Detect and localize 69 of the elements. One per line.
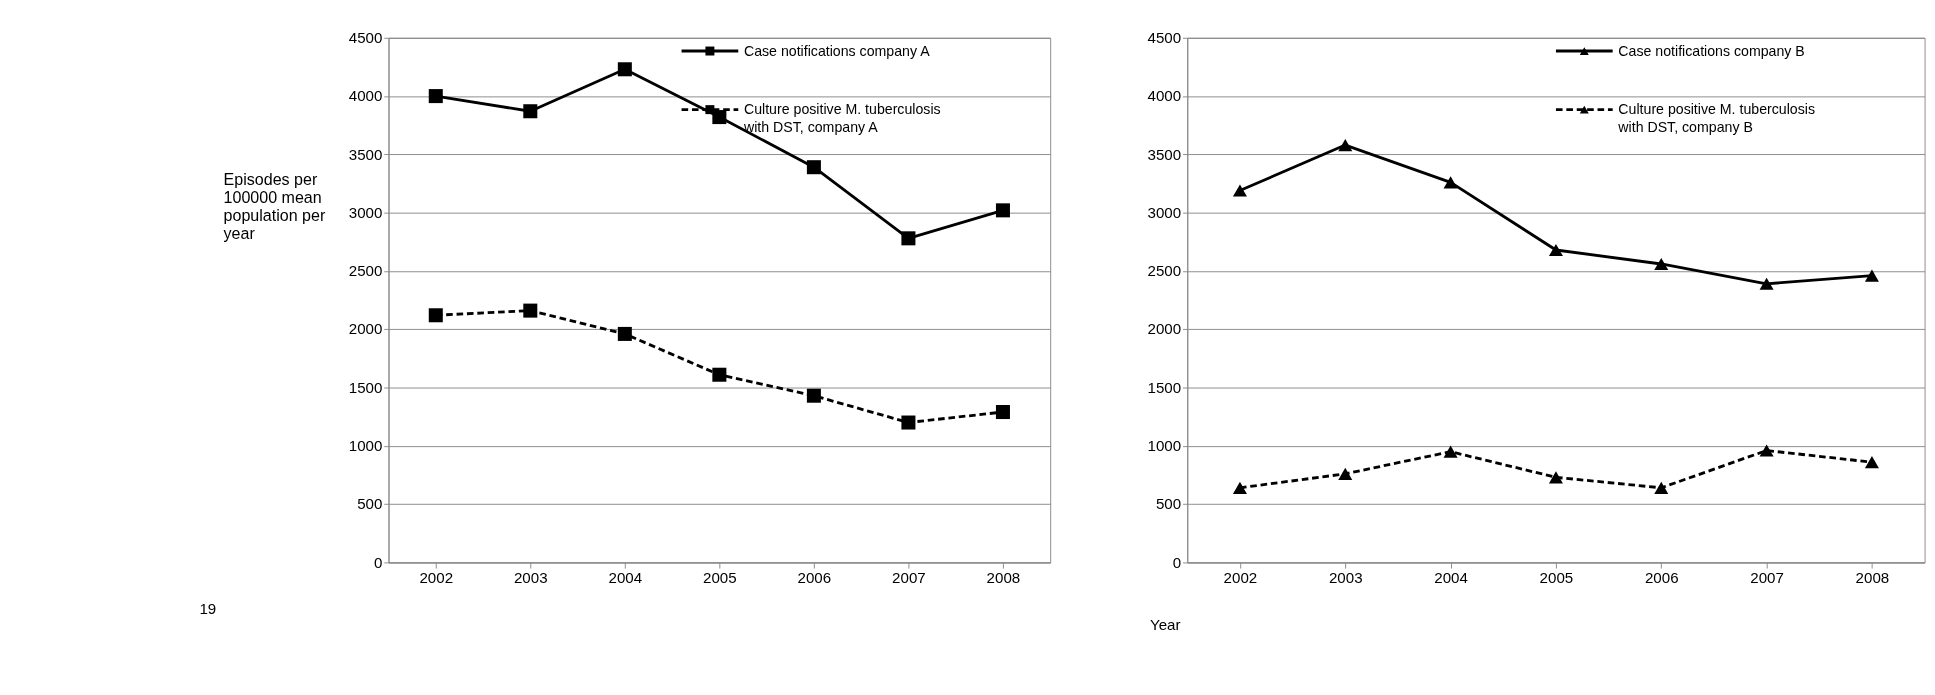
- point: [1338, 138, 1353, 152]
- point: [806, 160, 821, 175]
- y-tick-label: 1500: [348, 378, 383, 396]
- point: [1654, 481, 1669, 494]
- point: [1338, 467, 1353, 480]
- x-tick-label: 2003: [1328, 568, 1363, 586]
- y-tick-label: 3000: [348, 203, 383, 221]
- point: [1548, 243, 1563, 257]
- legend-label: Culture positive M. tuberculosis with DST, company A: [742, 101, 941, 136]
- y-tick-label: 1000: [1147, 437, 1182, 455]
- y-tick-label: 4500: [1147, 29, 1182, 46]
- legend-label: Case notifications company B: [1618, 42, 1805, 59]
- x-axis-title: Year: [1149, 616, 1181, 634]
- y-tick-label: 3500: [348, 145, 383, 163]
- point: [1232, 184, 1247, 197]
- x-tick-label: 2005: [703, 568, 737, 586]
- y-tick-label: 500: [1155, 495, 1182, 513]
- x-tick-label: 2006: [797, 568, 832, 586]
- x-tick-label: 2004: [608, 568, 643, 586]
- point: [806, 388, 821, 403]
- point: [1759, 277, 1774, 290]
- x-tick-label: 2002: [419, 568, 454, 586]
- text: 19: [199, 600, 217, 618]
- point: [1443, 445, 1458, 458]
- point: [428, 308, 443, 323]
- point: [1759, 444, 1774, 457]
- y-tick-label: 3500: [1147, 145, 1182, 163]
- y-tick-label: 2000: [1147, 320, 1182, 338]
- point: [995, 203, 1010, 218]
- x-tick-label: 2006: [1644, 568, 1679, 586]
- y-axis-title: Episodes per 100000 mean population per year: [223, 169, 326, 242]
- x-tick-label: 2008: [1855, 568, 1890, 586]
- point: [1548, 471, 1563, 484]
- x-tick-label: 2008: [986, 568, 1021, 586]
- point: [1864, 269, 1879, 282]
- point: [523, 303, 538, 318]
- y-tick-label: 0: [1172, 553, 1182, 571]
- x-tick-label: 2004: [1434, 568, 1468, 586]
- point: [1654, 257, 1669, 271]
- y-tick-label: 1500: [1147, 378, 1182, 396]
- y-tick-label: 1000: [348, 437, 383, 455]
- point: [901, 231, 916, 246]
- point: [995, 405, 1010, 420]
- y-tick-label: 2500: [1147, 262, 1182, 280]
- point: [712, 367, 727, 382]
- point: [1864, 456, 1879, 469]
- point: [617, 326, 632, 341]
- legend-label: Case notifications company A: [743, 42, 931, 59]
- x-tick-label: 2005: [1539, 568, 1574, 586]
- y-tick-label: 4500: [348, 29, 383, 46]
- point: [428, 89, 443, 104]
- y-tick-label: 4000: [348, 87, 383, 105]
- x-tick-label: 2003: [513, 568, 548, 586]
- y-tick-label: 500: [357, 495, 383, 513]
- y-tick-label: 0: [373, 553, 383, 571]
- point: [712, 110, 727, 125]
- y-tick-label: 3000: [1147, 203, 1182, 221]
- point: [901, 415, 916, 430]
- x-tick-label: 2002: [1223, 568, 1258, 586]
- y-tick-label: 2500: [348, 262, 383, 280]
- x-tick-label: 2007: [1750, 568, 1784, 586]
- point: [523, 104, 538, 119]
- x-tick-label: 2007: [892, 568, 926, 586]
- legend-label: Culture positive M. tuberculosis with DST, company B: [1617, 101, 1816, 136]
- point: [617, 62, 632, 77]
- y-tick-label: 2000: [348, 320, 383, 338]
- point: [1232, 481, 1247, 494]
- point: [1443, 176, 1458, 189]
- y-tick-label: 4000: [1147, 87, 1182, 105]
